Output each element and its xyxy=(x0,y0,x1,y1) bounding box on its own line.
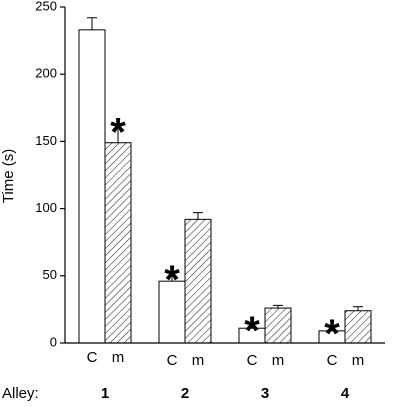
series-label: C xyxy=(247,352,258,369)
y-tick-label: 200 xyxy=(35,66,57,81)
series-label: m xyxy=(112,349,125,366)
significance-marker: * xyxy=(244,309,260,353)
series-label: C xyxy=(167,352,178,369)
bar-m-alley-3 xyxy=(264,307,292,344)
bars-group xyxy=(78,17,372,344)
alley-label-3: 3 xyxy=(261,385,269,402)
alley-axis-title: Alley: xyxy=(2,385,39,402)
significance-marker: * xyxy=(110,110,126,154)
significance-marker: * xyxy=(164,258,180,302)
series-label: C xyxy=(87,349,98,366)
labels-group: C*m1*C m2*C m3*C m4 xyxy=(87,110,365,402)
y-tick-label: 50 xyxy=(43,267,57,282)
bar-m-alley-1 xyxy=(104,142,132,344)
bar-m-alley-4 xyxy=(344,310,372,344)
y-tick-label: 0 xyxy=(50,334,57,349)
alley-label-4: 4 xyxy=(341,385,350,402)
bar-m-alley-2 xyxy=(184,218,212,344)
significance-marker: * xyxy=(324,312,340,356)
series-label: m xyxy=(272,352,285,369)
series-label: m xyxy=(352,352,365,369)
y-tick-label: 100 xyxy=(35,200,57,215)
y-axis-ticks: 0 50 100 150 200 250 xyxy=(35,0,65,349)
alley-label-1: 1 xyxy=(101,385,109,402)
y-axis-label: Time (s) xyxy=(0,149,17,203)
series-label: m xyxy=(192,352,205,369)
bar-control-alley-1 xyxy=(78,29,106,344)
series-label: C xyxy=(327,352,338,369)
alley-label-2: 2 xyxy=(181,385,189,402)
y-tick-label: 250 xyxy=(35,0,57,13)
y-tick-label: 150 xyxy=(35,133,57,148)
